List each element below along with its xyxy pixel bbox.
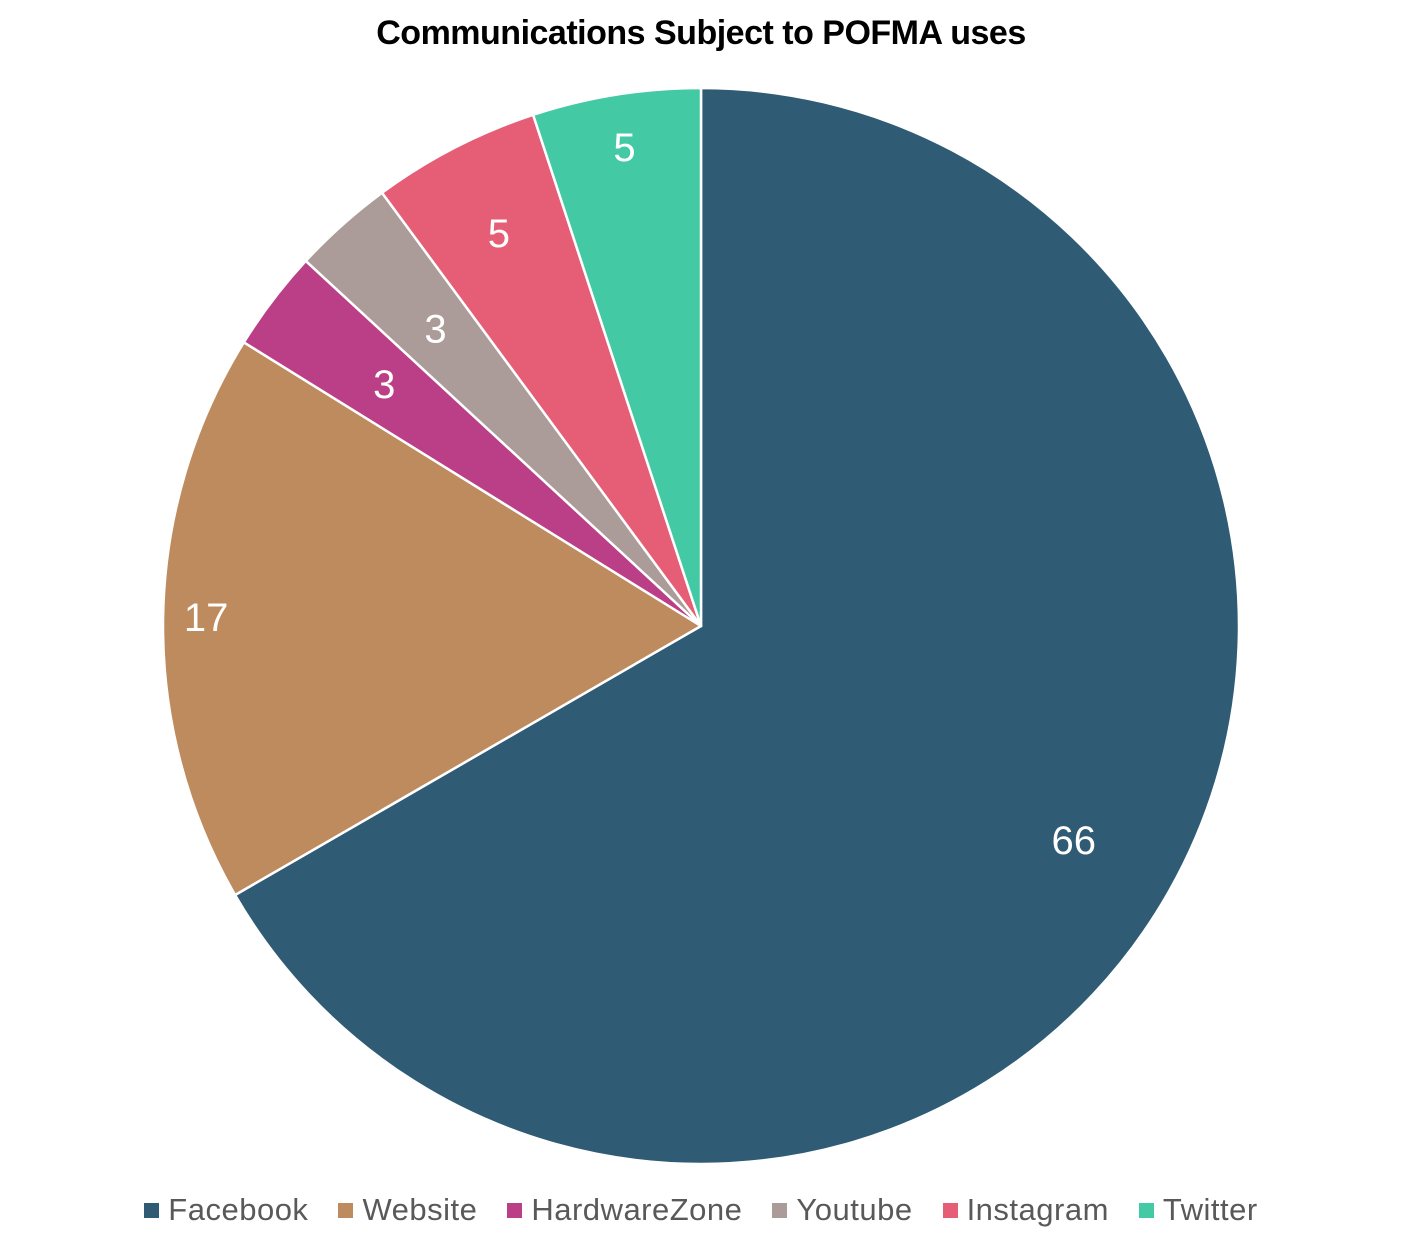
legend-item-facebook: Facebook bbox=[144, 1192, 308, 1228]
legend-label-instagram: Instagram bbox=[966, 1192, 1109, 1227]
legend-swatch-instagram bbox=[942, 1202, 958, 1218]
legend-item-website: Website bbox=[338, 1192, 477, 1228]
pie-slices bbox=[161, 86, 1241, 1166]
data-label-youtube: 3 bbox=[424, 307, 446, 351]
legend-label-hardwarezone: HardwareZone bbox=[531, 1192, 743, 1227]
legend-label-facebook: Facebook bbox=[168, 1192, 309, 1227]
legend-item-instagram: Instagram bbox=[942, 1192, 1109, 1228]
legend-swatch-twitter bbox=[1138, 1202, 1154, 1218]
legend-swatch-youtube bbox=[772, 1202, 788, 1218]
pie-data-labels: 66 17 33 5 5 bbox=[184, 126, 1096, 863]
pie-slice-facebook bbox=[233, 86, 1241, 1166]
legend-item-hardwarezone: HardwareZone bbox=[507, 1192, 742, 1228]
legend-swatch-hardwarezone bbox=[507, 1202, 523, 1218]
data-label-facebook: 66 bbox=[1051, 819, 1096, 863]
pie-slice-instagram bbox=[380, 113, 703, 628]
data-label-website: 17 bbox=[184, 596, 229, 640]
chart-title: Communications Subject to POFMA uses bbox=[376, 14, 1026, 52]
data-label-hardwarezone: 3 bbox=[373, 363, 395, 407]
legend-swatch-website bbox=[338, 1202, 354, 1218]
data-label-instagram: 5 bbox=[488, 212, 510, 256]
legend-label-twitter: Twitter bbox=[1162, 1192, 1258, 1227]
legend-swatch-facebook bbox=[144, 1202, 160, 1218]
legend-item-youtube: Youtube bbox=[772, 1192, 912, 1228]
legend-label-youtube: Youtube bbox=[796, 1192, 913, 1227]
pie-slice-website bbox=[161, 341, 703, 897]
chart-legend: Facebook Website HardwareZone Youtube Instag… bbox=[0, 1192, 1402, 1228]
data-label-twitter: 5 bbox=[613, 126, 635, 170]
legend-item-twitter: Twitter bbox=[1138, 1192, 1258, 1228]
pie-slice-twitter bbox=[531, 86, 703, 628]
legend-label-website: Website bbox=[362, 1192, 478, 1227]
